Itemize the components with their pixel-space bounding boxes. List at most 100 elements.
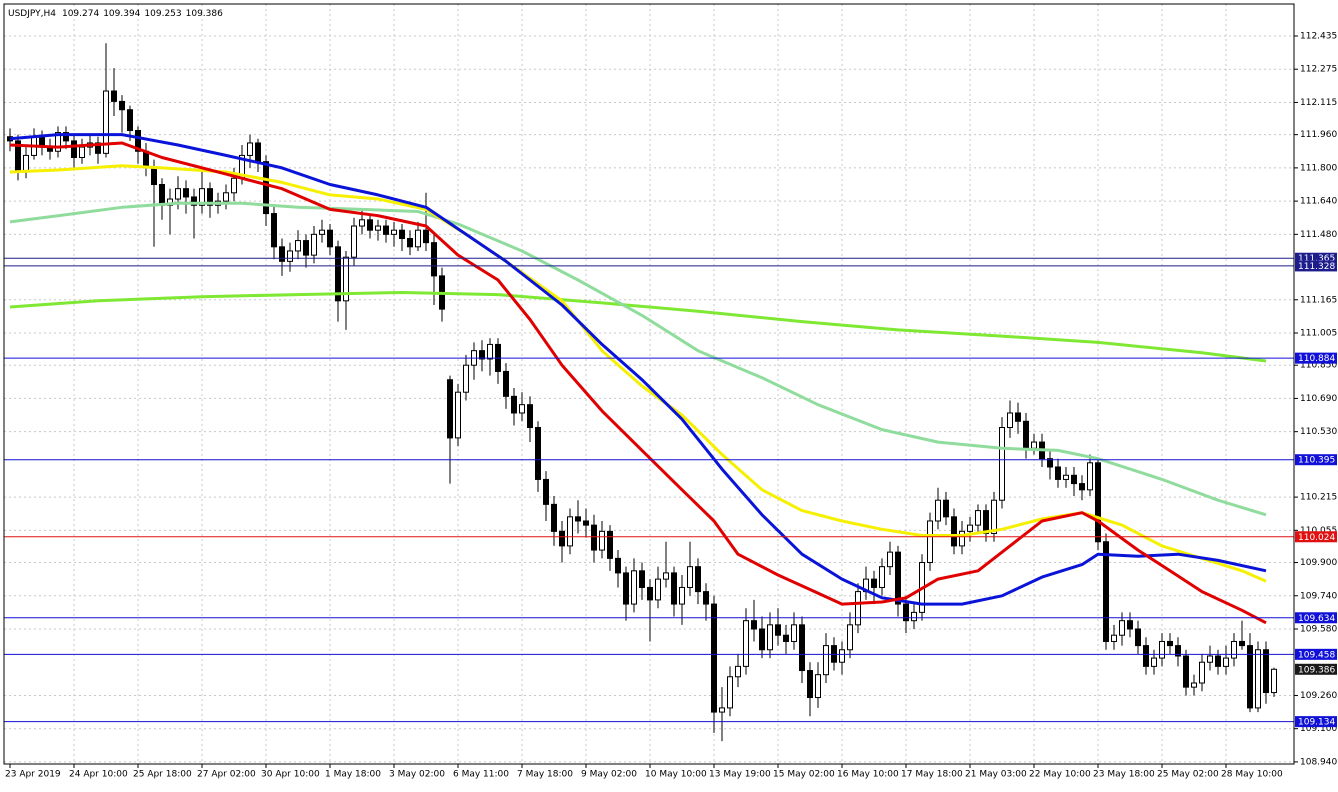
- candle-body: [407, 238, 413, 248]
- level-tag-label: 110.395: [1298, 456, 1335, 466]
- candle-body: [983, 510, 989, 534]
- candle-body: [839, 649, 845, 663]
- level-tag-label: 110.024: [1298, 533, 1335, 543]
- candle-body: [1127, 620, 1133, 630]
- x-tick-label: 25 Apr 18:00: [133, 770, 192, 780]
- candle-body: [743, 620, 749, 667]
- candle-body: [1103, 541, 1109, 642]
- candle-body: [791, 624, 797, 642]
- candle-body: [95, 142, 101, 154]
- candle-body: [111, 90, 117, 102]
- candle-body: [271, 213, 277, 248]
- level-tag: [1295, 252, 1337, 264]
- candle-body: [663, 572, 669, 580]
- candle-body: [527, 404, 533, 429]
- chart-header: USDJPY,H4 109.274 109.394 109.253 109.386: [8, 9, 223, 19]
- y-tick-label: 110.530: [1300, 427, 1337, 437]
- candle-body: [855, 591, 861, 626]
- candle-body: [1111, 634, 1117, 642]
- candle-body: [263, 161, 269, 215]
- candle-body: [903, 603, 909, 622]
- price-tag: [1295, 663, 1337, 675]
- candle-body: [63, 132, 69, 142]
- candle-body: [1199, 661, 1205, 684]
- candle-body: [247, 142, 253, 156]
- level-tag-label: 109.458: [1298, 650, 1335, 660]
- candle-body: [351, 225, 357, 258]
- candle-body: [575, 516, 581, 522]
- candle-body: [399, 229, 405, 240]
- candle-body: [223, 192, 229, 202]
- y-tick-label: 109.100: [1300, 724, 1337, 734]
- candle-body: [623, 572, 629, 605]
- y-tick-label: 111.960: [1300, 130, 1337, 140]
- candle-body: [191, 196, 197, 206]
- candle-body: [231, 177, 237, 194]
- candle-body: [55, 132, 61, 152]
- candle-body: [71, 140, 77, 158]
- x-tick-label: 30 Apr 10:00: [261, 770, 320, 780]
- level-tag-label: 111.328: [1298, 262, 1335, 272]
- candle-body: [1223, 657, 1229, 667]
- candle-body: [943, 499, 949, 518]
- candle-body: [1087, 462, 1093, 491]
- level-tag-label: 109.634: [1298, 614, 1335, 624]
- x-tick-label: 13 May 19:00: [709, 770, 771, 780]
- candle-body: [1207, 655, 1213, 663]
- level-tag: [1295, 612, 1337, 624]
- level-tag-label: 109.134: [1298, 718, 1335, 728]
- candle-body: [567, 516, 573, 547]
- level-tag: [1295, 260, 1337, 272]
- candle-body: [759, 628, 765, 651]
- candle-body: [295, 240, 301, 252]
- candle-body: [1023, 420, 1029, 449]
- y-tick-label: 109.740: [1300, 591, 1337, 601]
- low: 109.253: [144, 9, 181, 19]
- candle-body: [479, 350, 485, 360]
- moving-average: [9, 201, 1267, 517]
- candle-body: [927, 520, 933, 564]
- candle-body: [735, 665, 741, 678]
- candle-body: [871, 578, 877, 588]
- y-tick-label: 111.165: [1300, 295, 1337, 305]
- candle-body: [655, 578, 661, 601]
- y-tick-label: 109.900: [1300, 558, 1337, 568]
- plot-frame: [3, 3, 1295, 765]
- candle-body: [319, 229, 325, 235]
- candle-body: [1191, 682, 1197, 688]
- candle-body: [1095, 462, 1101, 543]
- candle-body: [343, 256, 349, 302]
- candle-body: [1079, 483, 1085, 491]
- candle-body: [975, 510, 981, 526]
- level-tag: [1295, 531, 1337, 543]
- candle-body: [1071, 474, 1077, 485]
- candle-body: [1063, 474, 1069, 480]
- candle-body: [335, 246, 341, 302]
- x-tick-label: 10 May 10:00: [645, 770, 707, 780]
- candle-body: [79, 146, 85, 158]
- candle-body: [359, 219, 365, 227]
- x-tick-label: 25 May 02:00: [1157, 770, 1219, 780]
- candle-body: [615, 557, 621, 574]
- candle-body: [951, 516, 957, 547]
- y-tick-label: 111.640: [1300, 197, 1337, 207]
- candle-body: [1183, 655, 1189, 688]
- candle-body: [607, 530, 613, 559]
- axes: 112.435 112.275 112.115 111.960 111.800 111.6…: [5, 31, 1337, 779]
- candle-body: [583, 520, 589, 526]
- candle-body: [1119, 620, 1125, 636]
- level-tag: [1295, 716, 1337, 728]
- candle-body: [799, 624, 805, 672]
- candle-body: [639, 570, 645, 588]
- candle-body: [1215, 655, 1221, 667]
- candle-body: [1263, 649, 1269, 694]
- candle-body: [751, 620, 757, 630]
- candle-body: [127, 109, 133, 131]
- candle-body: [727, 676, 733, 709]
- candle-body: [255, 142, 261, 163]
- candle-body: [807, 670, 813, 699]
- candle-body: [1175, 645, 1181, 657]
- candle-body: [1007, 412, 1013, 429]
